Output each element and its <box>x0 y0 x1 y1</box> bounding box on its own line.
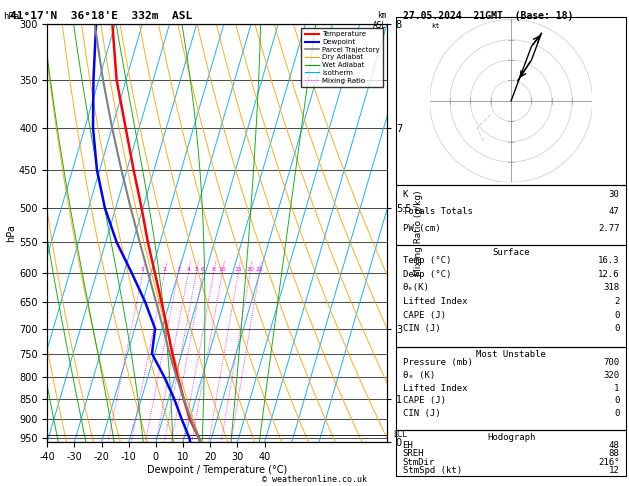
Text: © weatheronline.co.uk: © weatheronline.co.uk <box>262 474 367 484</box>
Y-axis label: hPa: hPa <box>6 225 16 242</box>
Text: 25: 25 <box>255 267 263 272</box>
Text: km
ASL: km ASL <box>373 11 387 30</box>
Text: CIN (J): CIN (J) <box>403 324 440 333</box>
Y-axis label: Mixing Ratio (g/kg): Mixing Ratio (g/kg) <box>414 191 423 276</box>
X-axis label: Dewpoint / Temperature (°C): Dewpoint / Temperature (°C) <box>147 465 287 475</box>
Text: K: K <box>403 190 408 199</box>
Text: StmDir: StmDir <box>403 458 435 467</box>
Text: Most Unstable: Most Unstable <box>476 350 546 359</box>
Text: θₑ(K): θₑ(K) <box>403 283 430 293</box>
Text: 4: 4 <box>186 267 190 272</box>
Text: 8: 8 <box>212 267 216 272</box>
Text: 1: 1 <box>614 383 620 393</box>
Text: 5: 5 <box>194 267 198 272</box>
Text: 12.6: 12.6 <box>598 270 620 279</box>
Text: 47: 47 <box>609 207 620 216</box>
Text: 88: 88 <box>609 449 620 458</box>
Text: Lifted Index: Lifted Index <box>403 383 467 393</box>
Text: 27.05.2024  21GMT  (Base: 18): 27.05.2024 21GMT (Base: 18) <box>403 11 573 21</box>
Text: CAPE (J): CAPE (J) <box>403 396 445 405</box>
Text: CIN (J): CIN (J) <box>403 409 440 418</box>
Text: PW (cm): PW (cm) <box>403 224 440 233</box>
Text: Dewp (°C): Dewp (°C) <box>403 270 451 279</box>
Text: 0: 0 <box>614 311 620 320</box>
Text: kt: kt <box>431 23 440 29</box>
Text: 10: 10 <box>218 267 226 272</box>
Text: SREH: SREH <box>403 449 424 458</box>
Text: Totals Totals: Totals Totals <box>403 207 472 216</box>
Text: Temp (°C): Temp (°C) <box>403 256 451 265</box>
Text: LCL: LCL <box>394 430 408 439</box>
Text: StmSpd (kt): StmSpd (kt) <box>403 466 462 475</box>
Text: hPa: hPa <box>3 12 19 21</box>
Text: EH: EH <box>403 441 413 450</box>
Text: 30: 30 <box>609 190 620 199</box>
Text: 20: 20 <box>246 267 254 272</box>
Text: 0: 0 <box>614 396 620 405</box>
Text: 41°17'N  36°18'E  332m  ASL: 41°17'N 36°18'E 332m ASL <box>9 11 192 21</box>
Text: 16.3: 16.3 <box>598 256 620 265</box>
Text: 320: 320 <box>603 371 620 380</box>
Text: 2.77: 2.77 <box>598 224 620 233</box>
Text: 318: 318 <box>603 283 620 293</box>
Text: Hodograph: Hodograph <box>487 433 535 442</box>
Text: Pressure (mb): Pressure (mb) <box>403 358 472 367</box>
Text: 700: 700 <box>603 358 620 367</box>
Text: 2: 2 <box>163 267 167 272</box>
Text: 0: 0 <box>614 409 620 418</box>
Text: 1: 1 <box>141 267 145 272</box>
Legend: Temperature, Dewpoint, Parcel Trajectory, Dry Adiabat, Wet Adiabat, Isotherm, Mi: Temperature, Dewpoint, Parcel Trajectory… <box>301 28 383 87</box>
Text: 12: 12 <box>609 466 620 475</box>
Text: 6: 6 <box>201 267 205 272</box>
Text: Surface: Surface <box>493 248 530 257</box>
Text: 0: 0 <box>614 324 620 333</box>
Text: 3: 3 <box>176 267 181 272</box>
Text: θₑ (K): θₑ (K) <box>403 371 435 380</box>
Text: 2: 2 <box>614 297 620 306</box>
Text: 216°: 216° <box>598 458 620 467</box>
Text: CAPE (J): CAPE (J) <box>403 311 445 320</box>
Text: Lifted Index: Lifted Index <box>403 297 467 306</box>
Text: 48: 48 <box>609 441 620 450</box>
Text: 15: 15 <box>235 267 242 272</box>
